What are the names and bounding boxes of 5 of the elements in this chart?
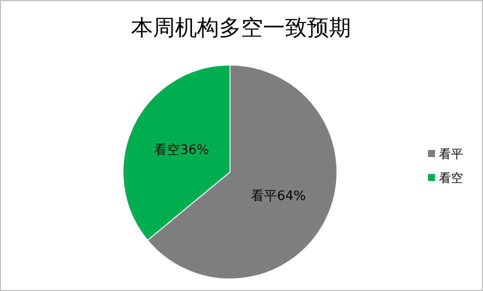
legend-label: 看空: [439, 171, 463, 185]
data-label: 看平64%: [250, 188, 306, 204]
chart-title: 本周机构多空一致预期: [131, 16, 351, 41]
data-label: 看空36%: [154, 143, 210, 158]
legend-label: 看平: [439, 147, 463, 161]
